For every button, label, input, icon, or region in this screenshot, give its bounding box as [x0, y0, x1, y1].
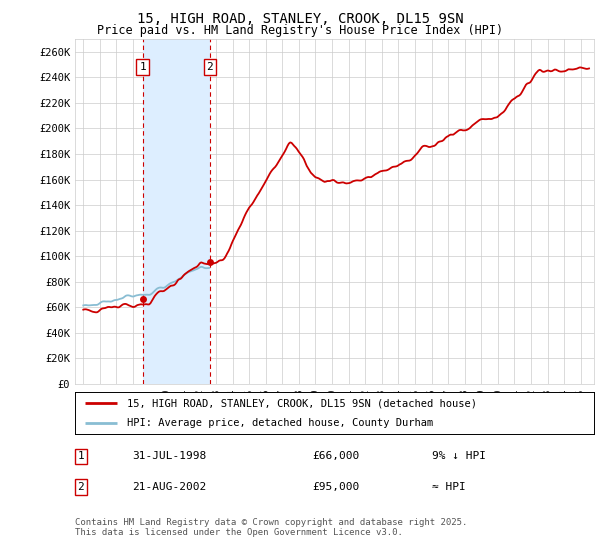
- Text: Contains HM Land Registry data © Crown copyright and database right 2025.
This d: Contains HM Land Registry data © Crown c…: [75, 518, 467, 538]
- Text: 2: 2: [77, 482, 85, 492]
- Text: £95,000: £95,000: [312, 482, 359, 492]
- Text: £66,000: £66,000: [312, 451, 359, 461]
- Text: 15, HIGH ROAD, STANLEY, CROOK, DL15 9SN (detached house): 15, HIGH ROAD, STANLEY, CROOK, DL15 9SN …: [127, 398, 477, 408]
- Text: 21-AUG-2002: 21-AUG-2002: [132, 482, 206, 492]
- Bar: [143, 39, 210, 384]
- Text: Price paid vs. HM Land Registry's House Price Index (HPI): Price paid vs. HM Land Registry's House …: [97, 24, 503, 37]
- Text: 1: 1: [139, 62, 146, 72]
- Text: HPI: Average price, detached house, County Durham: HPI: Average price, detached house, Coun…: [127, 418, 433, 428]
- Text: 15, HIGH ROAD, STANLEY, CROOK, DL15 9SN: 15, HIGH ROAD, STANLEY, CROOK, DL15 9SN: [137, 12, 463, 26]
- Text: 9% ↓ HPI: 9% ↓ HPI: [432, 451, 486, 461]
- Text: 1: 1: [77, 451, 85, 461]
- Text: 31-JUL-1998: 31-JUL-1998: [132, 451, 206, 461]
- Text: ≈ HPI: ≈ HPI: [432, 482, 466, 492]
- Text: 2: 2: [206, 62, 214, 72]
